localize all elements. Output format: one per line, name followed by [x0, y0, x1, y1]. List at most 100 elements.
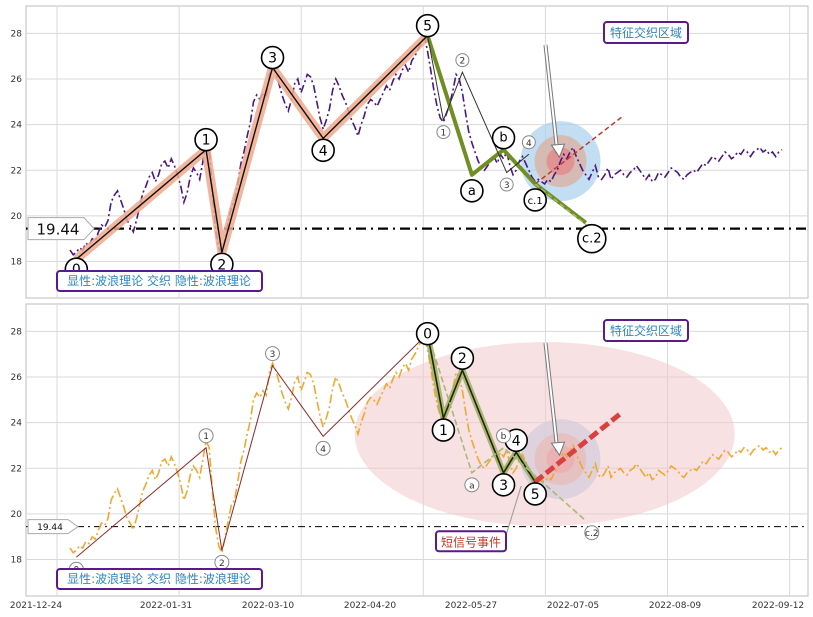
wave-label: 1: [202, 133, 211, 149]
wave-label-circle: [311, 138, 335, 163]
abc-label-circle: [460, 179, 484, 203]
alt-label-circle: [436, 125, 451, 140]
x-tick-label: 2022-09-12: [752, 601, 804, 611]
small-label-circle: [198, 428, 214, 444]
feature-arrow-shaft-inner: [544, 44, 559, 154]
top-panel: 18202224262819.44012345abc.1c.21234特征交织区…: [11, 5, 809, 299]
feature-arrow-shaft-inner: [544, 342, 559, 452]
wave-label: 4: [319, 143, 328, 159]
feature-label: 特征交织区域: [610, 323, 682, 338]
y-tick-label: 18: [11, 258, 23, 268]
projection-line: [533, 411, 623, 484]
wave-label: 5: [423, 19, 432, 35]
small-label: 1: [203, 432, 209, 442]
wave-label: 1: [439, 423, 448, 439]
small-label: b: [501, 432, 507, 442]
y-tick-label: 20: [11, 510, 23, 520]
y-tick-label: 24: [11, 419, 23, 429]
small-label: 4: [320, 445, 326, 455]
feature-arrow-head: [550, 441, 566, 457]
alt-label: 1: [441, 129, 447, 139]
alt-label: 2: [460, 57, 466, 67]
abc-label: a: [468, 184, 476, 199]
wave-line: [426, 333, 536, 483]
y-tick-label: 24: [11, 121, 23, 131]
y-tick-label: 26: [11, 75, 23, 85]
x-tick-label: 2022-03-10: [242, 601, 295, 611]
wave-label: 0: [423, 327, 432, 343]
event-label-box: [435, 530, 507, 553]
price-label: 19.44: [37, 523, 63, 533]
wave-line: [75, 35, 429, 260]
price-label-box: [27, 217, 95, 241]
wave-label-circle: [260, 45, 285, 70]
wave-label-circle: [491, 473, 516, 497]
wave-label: 4: [512, 433, 521, 449]
y-tick-label: 26: [11, 373, 23, 383]
wave-label-circle: [415, 13, 440, 38]
wave-label: 2: [458, 351, 467, 367]
alt-label-circle: [455, 53, 470, 68]
y-tick-label: 22: [11, 166, 22, 176]
feature-label-box: [603, 319, 689, 342]
small-label: a: [469, 481, 475, 491]
y-tick-label: 20: [11, 212, 23, 222]
wave-label: 2: [217, 257, 226, 273]
wave-label: 3: [499, 478, 508, 494]
abc-label: b: [499, 131, 507, 146]
feature-arrow-head: [550, 143, 566, 159]
event-pointer: [505, 485, 522, 536]
x-tick-label: 2022-07-05: [547, 601, 599, 611]
abc-label-circle: [523, 188, 547, 212]
small-label-circle: [265, 346, 281, 362]
x-tick-label: 2021-12-24: [10, 601, 63, 611]
event-zone: [354, 342, 735, 527]
legend-box: [56, 568, 263, 590]
legend-box: [56, 270, 263, 292]
wave-label-circle: [431, 418, 456, 442]
wave-label-circle: [523, 482, 547, 506]
legend-text: 显性:波浪理论 交织 隐性:波浪理论: [67, 571, 251, 586]
alt-wave-line: [427, 35, 530, 174]
abc-label: c.1: [528, 196, 543, 207]
alt-label-circle: [499, 177, 514, 192]
abc-wave-line: [426, 333, 587, 522]
small-label-circle: [496, 428, 512, 444]
prior-wave-line: [76, 333, 428, 558]
x-tick-label: 2022-01-31: [140, 601, 192, 611]
price-series-line: [69, 33, 783, 258]
price-label-box: [27, 519, 79, 535]
abc-label-circle: [491, 125, 516, 150]
wave-label-circle: [450, 346, 475, 370]
projection-line: [534, 114, 625, 185]
abc-label: c.2: [582, 232, 602, 247]
wave-label-circle: [194, 127, 218, 152]
x-tick-label: 2022-08-09: [649, 601, 702, 611]
plot-frame: [25, 5, 809, 299]
alt-label: 3: [504, 181, 510, 191]
x-tick-label: 2022-04-20: [344, 601, 397, 611]
wave-label-circle: [415, 321, 440, 346]
event-label: 短信号事件: [441, 535, 501, 549]
small-label: c.2: [585, 529, 599, 539]
abc-label-circle: [577, 223, 607, 254]
small-label-circle: [315, 440, 331, 456]
y-tick-label: 22: [11, 464, 22, 474]
alt-label-circle: [521, 135, 536, 150]
projection-line-down: [534, 183, 593, 231]
small-label-circle: [464, 477, 480, 493]
y-tick-label: 18: [11, 556, 23, 566]
small-label: 2: [219, 559, 225, 569]
wave-label: 3: [268, 51, 277, 67]
price-label: 19.44: [37, 221, 80, 239]
feature-label-box: [603, 21, 689, 44]
x-tick-label: 2022-05-27: [445, 601, 497, 611]
feature-label: 特征交织区域: [610, 25, 682, 40]
wave-label: 5: [531, 487, 540, 503]
alt-label: 4: [526, 139, 532, 149]
legend-text: 显性:波浪理论 交织 隐性:波浪理论: [67, 273, 251, 288]
small-label: 3: [270, 350, 276, 360]
y-tick-label: 28: [11, 327, 23, 337]
small-label-circle: [584, 525, 600, 541]
